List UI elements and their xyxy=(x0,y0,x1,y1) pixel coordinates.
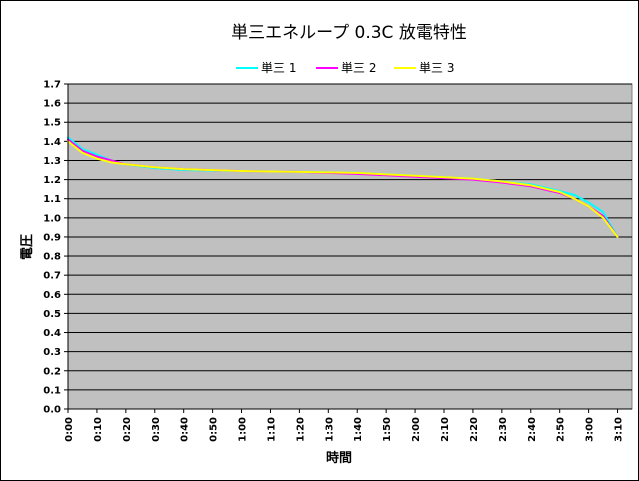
y-tick-label: 1.1 xyxy=(43,194,61,205)
y-axis-ticks: 0.0 0.1 0.2 0.3 0.4 0.5 0.6 0.7 0.8 0.9 1.0 1.1 1.2 1… xyxy=(43,80,68,416)
y-tick-label: 1.0 xyxy=(43,213,61,224)
x-tick-label: 2:20 xyxy=(469,417,480,442)
y-tick-label: 1.7 xyxy=(43,80,61,91)
x-tick-label: 0:50 xyxy=(209,417,220,442)
x-tick-label: 3:10 xyxy=(614,417,625,442)
x-tick-label: 0:10 xyxy=(93,417,104,442)
x-tick-label: 2:50 xyxy=(556,417,567,442)
x-tick-label: 0:20 xyxy=(122,417,133,442)
x-axis-title: 時間 xyxy=(326,450,352,466)
y-tick-label: 1.2 xyxy=(43,175,61,186)
y-tick-label: 0.1 xyxy=(43,385,61,396)
y-tick-label: 0.4 xyxy=(43,328,61,339)
x-tick-label: 1:00 xyxy=(238,417,249,442)
x-axis-ticks: 0:00 0:10 0:20 0:30 0:40 0:50 1:00 1:10 1:20 1:30… xyxy=(64,409,625,442)
x-tick-label: 0:40 xyxy=(180,417,191,442)
y-tick-label: 1.3 xyxy=(43,156,61,167)
x-tick-label: 0:30 xyxy=(151,417,162,442)
y-tick-label: 0.0 xyxy=(43,405,61,416)
x-tick-label: 2:10 xyxy=(440,417,451,442)
y-tick-label: 0.8 xyxy=(43,252,61,263)
y-axis-title: 電圧 xyxy=(20,234,35,260)
plot-area xyxy=(67,83,633,410)
y-tick-label: 0.6 xyxy=(43,290,61,301)
x-tick-label: 1:30 xyxy=(324,417,335,442)
y-tick-label: 1.5 xyxy=(43,118,61,129)
x-tick-label: 0:00 xyxy=(64,417,75,442)
x-tick-label: 3:00 xyxy=(585,417,596,442)
series-line-3 xyxy=(67,140,619,238)
legend-label-3: 単三 3 xyxy=(419,61,454,75)
x-tick-label: 1:20 xyxy=(295,417,306,442)
y-tick-label: 1.6 xyxy=(43,99,61,110)
x-tick-label: 1:40 xyxy=(353,417,364,442)
legend-label-2: 単三 2 xyxy=(341,61,376,75)
chart-legend: 単三 1 単三 2 単三 3 xyxy=(236,61,454,75)
x-tick-label: 1:50 xyxy=(382,417,393,442)
y-tick-label: 1.4 xyxy=(43,137,61,148)
chart-title: 単三エネループ 0.3C 放電特性 xyxy=(231,23,467,43)
x-tick-label: 2:40 xyxy=(527,417,538,442)
y-tick-label: 0.9 xyxy=(43,232,61,243)
y-tick-label: 0.5 xyxy=(43,309,61,320)
legend-label-1: 単三 1 xyxy=(261,61,296,75)
series-lines xyxy=(67,136,619,238)
grid-lines xyxy=(68,83,632,391)
y-tick-label: 0.2 xyxy=(43,366,61,377)
y-tick-label: 0.7 xyxy=(43,271,61,282)
x-tick-label: 1:10 xyxy=(266,417,277,442)
y-tick-label: 0.3 xyxy=(43,347,61,358)
x-tick-label: 2:00 xyxy=(411,417,422,442)
x-tick-label: 2:30 xyxy=(498,417,509,442)
